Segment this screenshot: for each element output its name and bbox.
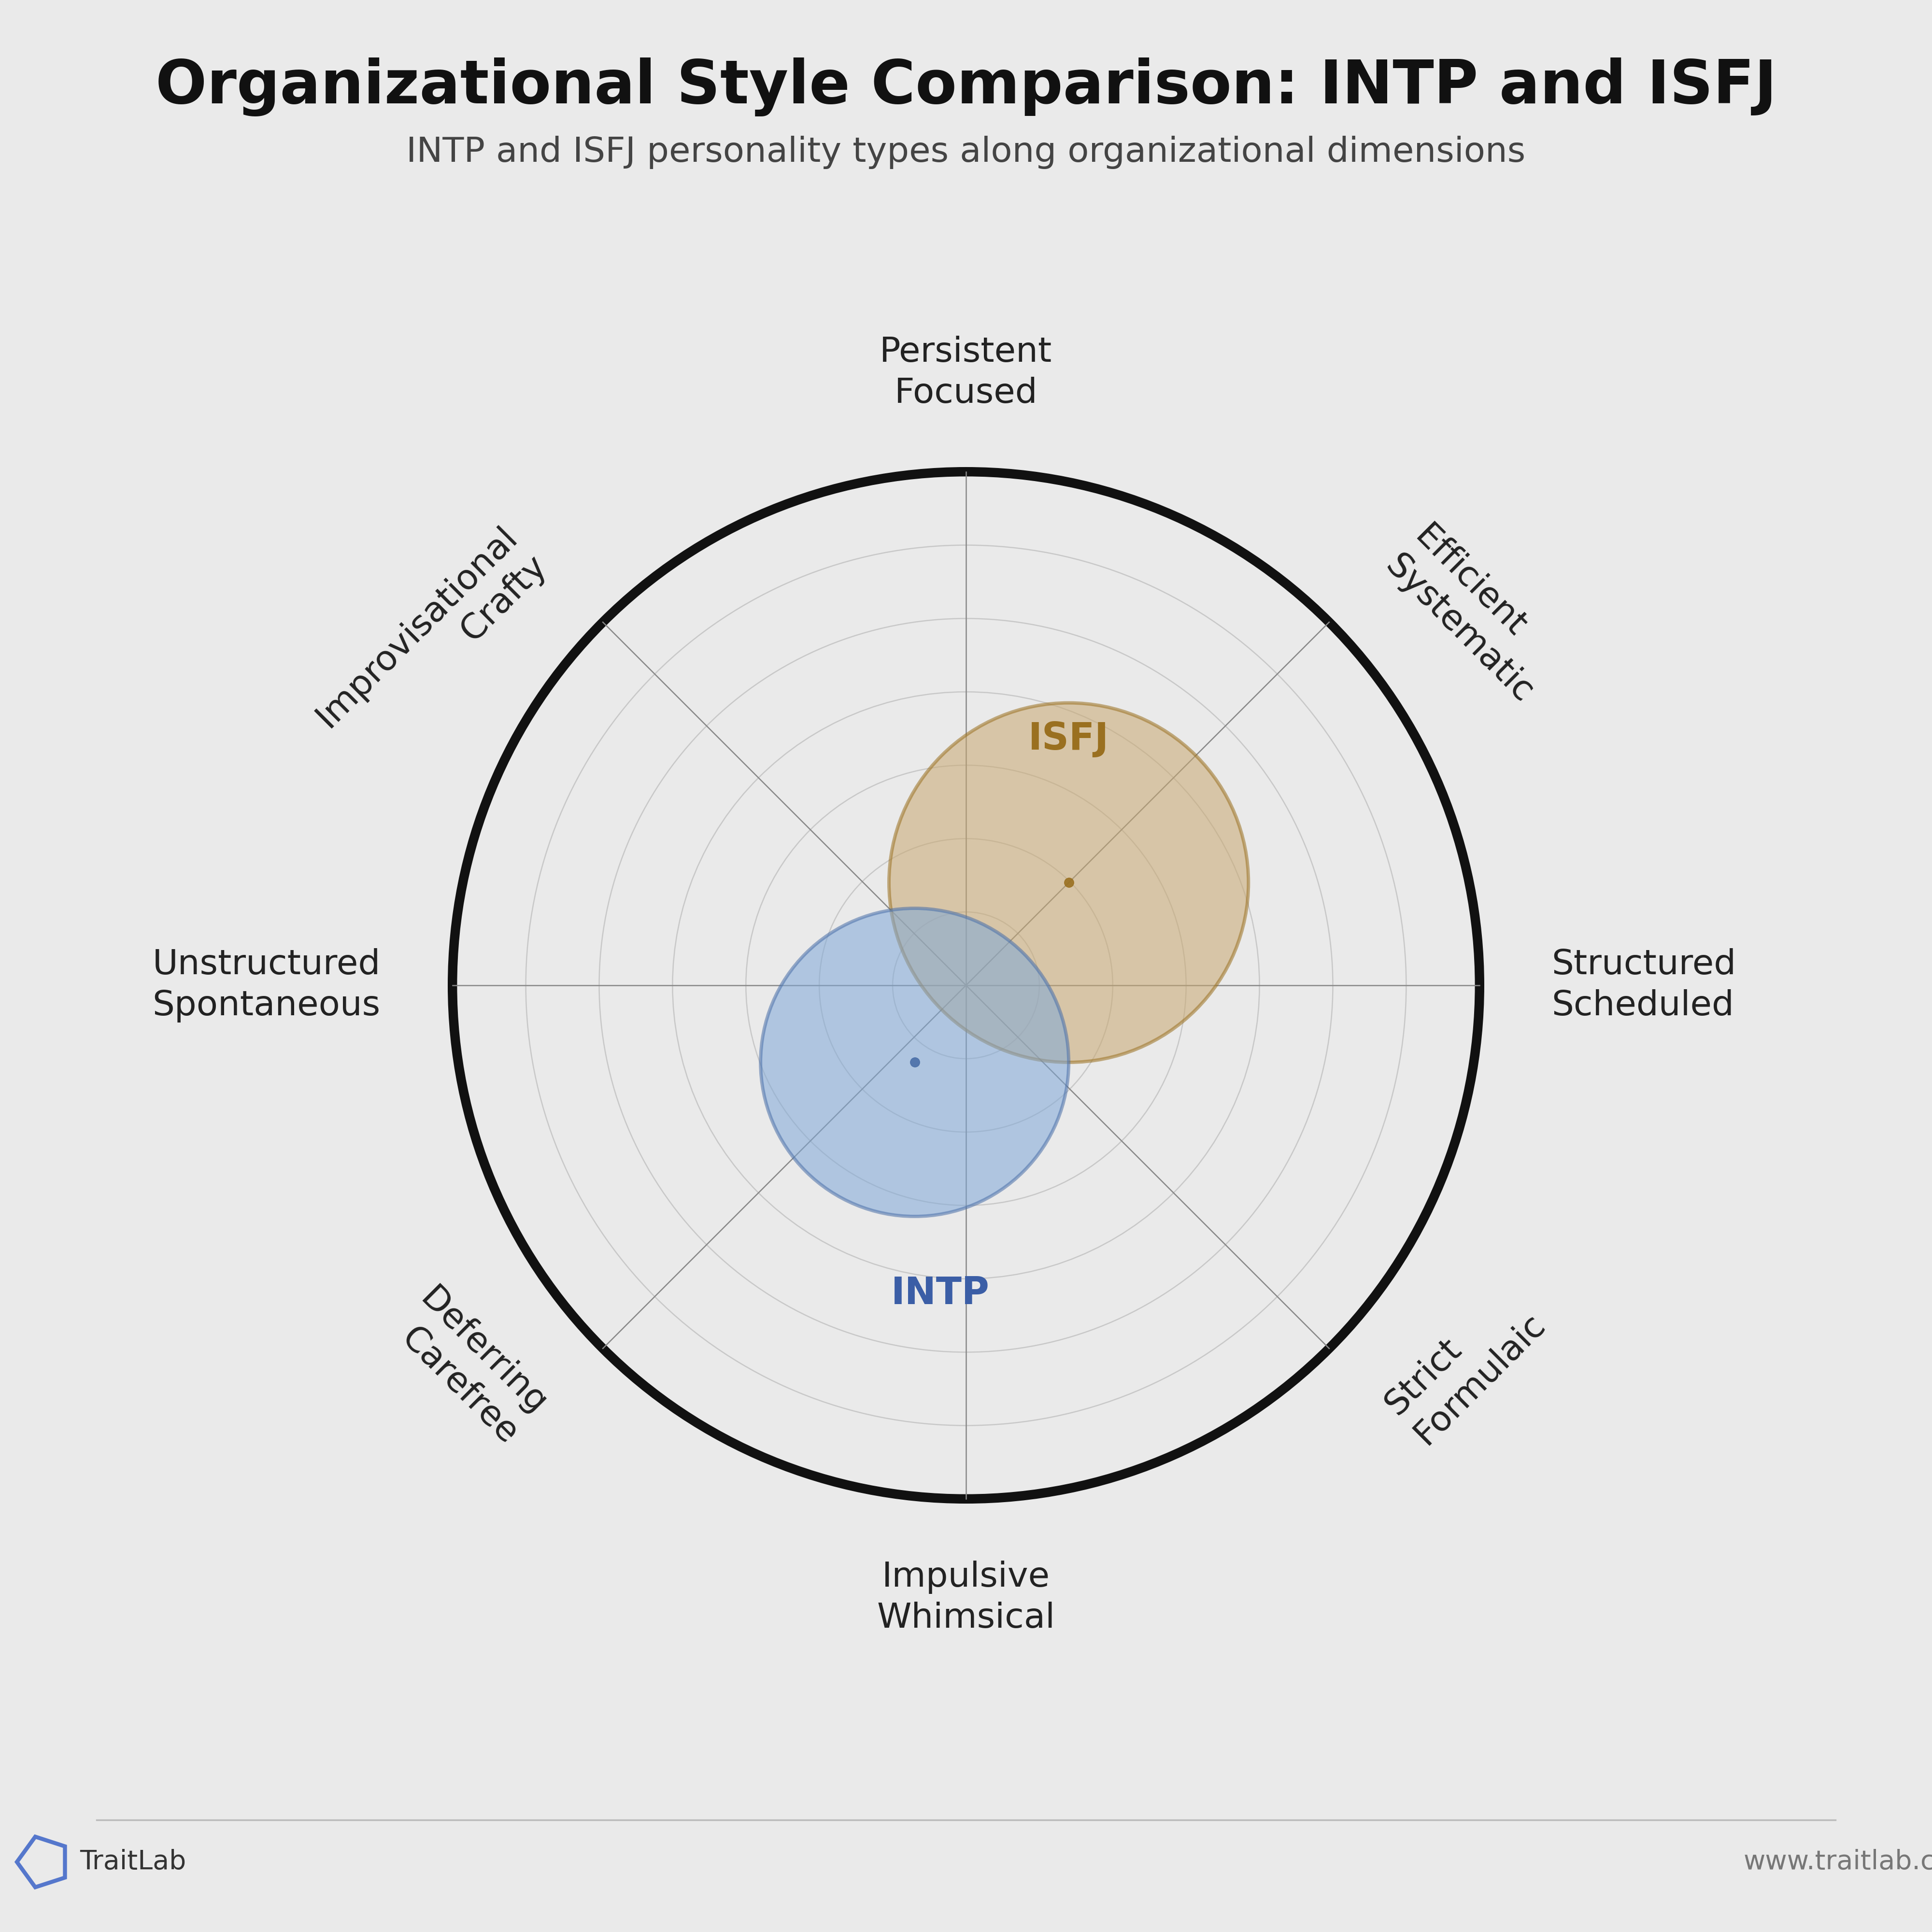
Text: INTP: INTP (891, 1275, 989, 1312)
Text: Strict
Formulaic: Strict Formulaic (1379, 1277, 1551, 1451)
Text: Persistent
Focused: Persistent Focused (879, 336, 1053, 410)
Ellipse shape (761, 908, 1068, 1217)
Text: ISFJ: ISFJ (1028, 721, 1109, 757)
Text: www.traitlab.com: www.traitlab.com (1743, 1849, 1932, 1874)
Text: Deferring
Carefree: Deferring Carefree (384, 1283, 553, 1451)
Text: Efficient
Systematic: Efficient Systematic (1379, 520, 1569, 709)
Text: Organizational Style Comparison: INTP and ISFJ: Organizational Style Comparison: INTP an… (155, 58, 1777, 116)
Text: Unstructured
Spontaneous: Unstructured Spontaneous (153, 949, 381, 1022)
Text: Structured
Scheduled: Structured Scheduled (1551, 949, 1737, 1022)
Text: Impulsive
Whimsical: Impulsive Whimsical (877, 1561, 1055, 1634)
Ellipse shape (889, 703, 1248, 1063)
Text: TraitLab: TraitLab (79, 1849, 185, 1874)
Text: Improvisational
Crafty: Improvisational Crafty (311, 520, 553, 763)
Text: INTP and ISFJ personality types along organizational dimensions: INTP and ISFJ personality types along or… (406, 135, 1526, 170)
